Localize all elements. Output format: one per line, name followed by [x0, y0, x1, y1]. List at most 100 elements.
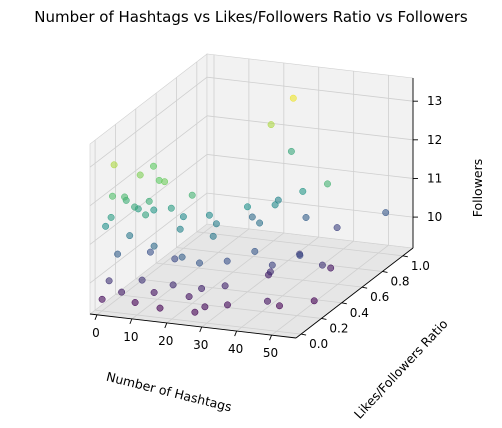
y-tick — [341, 302, 347, 305]
z-tick-label: 12 — [427, 133, 442, 147]
chart-points — [98, 94, 390, 316]
data-point — [142, 211, 150, 219]
data-point — [333, 224, 341, 232]
data-point — [201, 303, 209, 311]
data-point — [251, 247, 259, 255]
z-axis-label: Followers — [470, 159, 485, 218]
chart-title: Number of Hashtags vs Likes/Followers Ra… — [34, 8, 468, 26]
data-point — [150, 162, 157, 170]
y-axis-label: Likes/Followers Ratio — [351, 316, 451, 422]
data-point — [138, 276, 146, 284]
y-gridline — [176, 247, 383, 272]
data-point — [191, 308, 199, 316]
data-point — [205, 211, 213, 219]
chart-grid — [89, 54, 414, 336]
y-gridline — [135, 278, 342, 304]
z-tick-label: 10 — [427, 210, 442, 224]
data-point — [114, 250, 122, 258]
data-point — [267, 121, 275, 129]
data-point — [150, 242, 158, 250]
data-point — [274, 196, 282, 204]
data-point — [198, 285, 206, 292]
z-gridline — [206, 76, 414, 102]
y-gridline — [156, 262, 363, 288]
data-point — [271, 201, 279, 209]
x-tick — [199, 326, 203, 333]
data-point — [150, 206, 158, 214]
data-point — [161, 178, 169, 186]
y-axis-line — [295, 247, 414, 339]
data-point — [105, 277, 113, 285]
data-point — [131, 203, 139, 211]
y-tick — [362, 286, 368, 289]
y-tick — [300, 333, 307, 336]
data-point — [287, 147, 295, 155]
data-point — [98, 295, 106, 303]
x-tick-label: 50 — [263, 346, 278, 360]
data-point — [289, 94, 297, 102]
x-axis-label: Number of Hashtags — [105, 369, 234, 415]
y-gridline — [196, 231, 403, 257]
data-point — [178, 253, 186, 261]
data-point — [318, 261, 326, 269]
x-tick — [269, 334, 272, 341]
data-point — [244, 203, 251, 211]
data-point — [169, 281, 177, 289]
data-point — [223, 257, 231, 265]
x-tick-label: 20 — [158, 334, 173, 348]
z-tick-label: 13 — [427, 94, 442, 108]
data-point — [276, 302, 283, 310]
x-tick-label: 0 — [92, 326, 100, 340]
y-tick — [402, 255, 408, 258]
x-gridline — [271, 244, 389, 336]
z-gridline — [89, 192, 208, 284]
data-point — [299, 187, 307, 195]
data-point — [146, 248, 154, 256]
data-point — [107, 213, 115, 221]
z-gridline — [206, 192, 414, 218]
x-tick — [94, 314, 98, 320]
x-tick-label: 40 — [228, 342, 243, 356]
data-point — [156, 304, 164, 312]
y-tick — [382, 271, 388, 273]
x-gridline — [166, 232, 285, 324]
data-point — [324, 180, 331, 188]
x-tick — [129, 318, 133, 325]
data-point — [327, 264, 335, 272]
data-point — [136, 171, 144, 179]
data-point — [188, 191, 196, 199]
z-tick-label: 11 — [427, 171, 442, 185]
y-gridline — [115, 294, 322, 319]
x-axis-line — [89, 313, 297, 339]
chart-panes — [89, 53, 414, 339]
x-tick — [164, 322, 168, 329]
data-point — [150, 289, 158, 296]
data-point — [171, 255, 179, 263]
x-tick-label: 10 — [123, 330, 138, 344]
y-gridline — [95, 309, 302, 335]
data-point — [248, 213, 256, 221]
x-tick-label: 30 — [193, 338, 208, 352]
data-point — [221, 282, 229, 290]
data-point — [176, 225, 184, 233]
data-point — [310, 297, 318, 305]
data-point — [256, 219, 264, 227]
data-point — [102, 222, 110, 230]
back-right-pane — [206, 53, 414, 249]
data-point — [131, 299, 139, 306]
data-point — [109, 192, 116, 200]
data-point — [296, 251, 304, 259]
data-point — [121, 193, 129, 201]
data-point — [224, 301, 231, 309]
x-gridline — [236, 240, 354, 332]
data-point — [268, 261, 276, 269]
data-point — [118, 288, 126, 296]
x-gridline — [96, 224, 215, 316]
data-point — [145, 197, 153, 205]
data-point — [185, 293, 193, 301]
data-point — [110, 161, 118, 169]
x-gridline — [131, 228, 250, 320]
data-point — [209, 232, 217, 240]
data-point — [302, 214, 310, 221]
y-tick-label: 0.8 — [390, 274, 409, 288]
